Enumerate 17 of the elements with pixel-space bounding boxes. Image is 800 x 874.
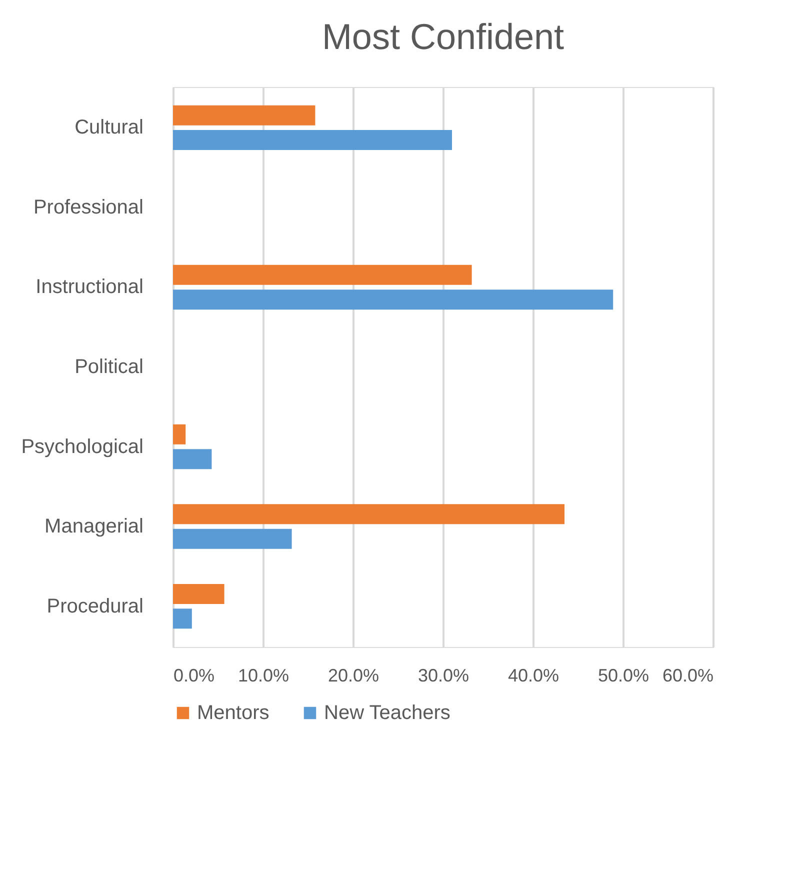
x-tick-label: 50.0% — [598, 666, 650, 686]
x-tick-label: 30.0% — [418, 666, 470, 686]
y-tick-label: Managerial — [44, 516, 144, 538]
x-tick-label: 20.0% — [328, 666, 380, 686]
legend-label: Mentors — [197, 702, 270, 724]
x-tick-label: 0.0% — [174, 666, 215, 686]
y-tick-label: Professional — [33, 196, 144, 218]
x-tick-label: 40.0% — [508, 666, 560, 686]
y-tick-label: Political — [74, 356, 144, 378]
y-tick-label: Psychological — [21, 436, 144, 458]
legend-label: New Teachers — [324, 702, 450, 724]
x-tick-label: 10.0% — [238, 666, 290, 686]
y-tick-label: Procedural — [46, 595, 144, 618]
chart-title: Most Confident — [322, 16, 564, 57]
y-tick-label: Cultural — [74, 116, 144, 139]
x-tick-label: 60.0% — [662, 666, 714, 686]
y-tick-label: Instructional — [36, 276, 144, 298]
